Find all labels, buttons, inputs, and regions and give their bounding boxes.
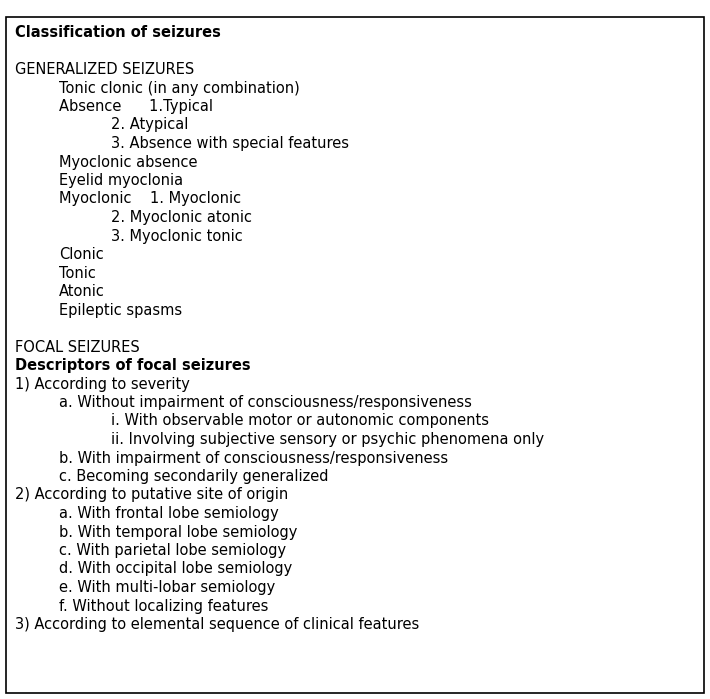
Text: GENERALIZED SEIZURES: GENERALIZED SEIZURES [15, 62, 195, 77]
Text: 2) According to putative site of origin: 2) According to putative site of origin [15, 487, 288, 503]
Text: FOCAL SEIZURES: FOCAL SEIZURES [15, 340, 140, 354]
Text: Absence      1.Typical: Absence 1.Typical [59, 99, 213, 114]
Text: e. With multi-lobar semiology: e. With multi-lobar semiology [59, 580, 275, 595]
Text: 1) According to severity: 1) According to severity [15, 377, 190, 391]
Text: Tonic: Tonic [59, 266, 96, 280]
Text: c. With parietal lobe semiology: c. With parietal lobe semiology [59, 543, 286, 558]
Text: Atonic: Atonic [59, 284, 105, 299]
Text: b. With temporal lobe semiology: b. With temporal lobe semiology [59, 524, 297, 540]
Text: 3. Myoclonic tonic: 3. Myoclonic tonic [111, 229, 243, 243]
Text: 2. Atypical: 2. Atypical [111, 117, 188, 133]
Text: a. Without impairment of consciousness/responsiveness: a. Without impairment of consciousness/r… [59, 395, 472, 410]
Text: 2. Myoclonic atonic: 2. Myoclonic atonic [111, 210, 252, 225]
Text: Myoclonic absence: Myoclonic absence [59, 154, 198, 169]
Text: a. With frontal lobe semiology: a. With frontal lobe semiology [59, 506, 279, 521]
Text: Myoclonic    1. Myoclonic: Myoclonic 1. Myoclonic [59, 192, 241, 206]
Text: Tonic clonic (in any combination): Tonic clonic (in any combination) [59, 80, 300, 96]
Text: Classification of seizures: Classification of seizures [15, 25, 221, 40]
Text: i. With observable motor or autonomic components: i. With observable motor or autonomic co… [111, 414, 489, 428]
Text: Clonic: Clonic [59, 247, 104, 262]
Text: c. Becoming secondarily generalized: c. Becoming secondarily generalized [59, 469, 329, 484]
Text: 3) According to elemental sequence of clinical features: 3) According to elemental sequence of cl… [15, 617, 420, 632]
Text: f. Without localizing features: f. Without localizing features [59, 598, 268, 614]
Text: d. With occipital lobe semiology: d. With occipital lobe semiology [59, 561, 293, 577]
Text: Epileptic spasms: Epileptic spasms [59, 303, 182, 317]
Text: Eyelid myoclonia: Eyelid myoclonia [59, 173, 183, 188]
Text: ii. Involving subjective sensory or psychic phenomena only: ii. Involving subjective sensory or psyc… [111, 432, 544, 447]
Text: 3. Absence with special features: 3. Absence with special features [111, 136, 349, 151]
Text: Descriptors of focal seizures: Descriptors of focal seizures [15, 358, 251, 373]
Text: b. With impairment of consciousness/responsiveness: b. With impairment of consciousness/resp… [59, 450, 449, 466]
